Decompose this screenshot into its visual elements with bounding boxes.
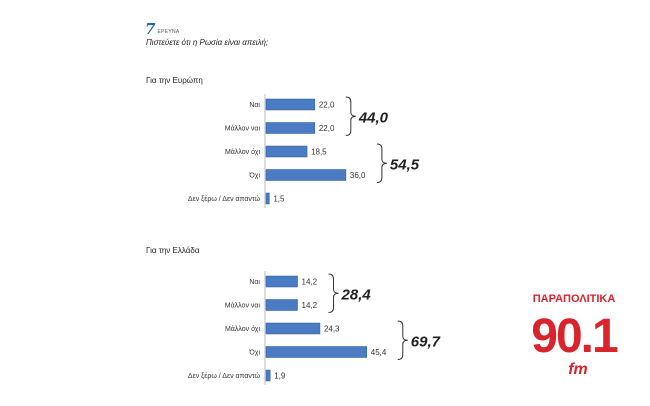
greece-bar <box>265 275 298 288</box>
greece-category-label: Ναι <box>249 279 260 286</box>
greece-group-total: 69,7 <box>411 333 441 350</box>
brand-logo: 7 ΕΡΕΥΝΑ <box>145 20 180 38</box>
seven-logo-icon: 7 <box>145 20 156 38</box>
europe-category-label: Μάλλον ναι <box>225 125 261 133</box>
greece-value-label: 24,3 <box>324 325 340 334</box>
greece-category-label: Δεν ξέρω / Δεν απαντώ <box>188 372 261 380</box>
europe-category-label: Ναι <box>249 102 260 109</box>
greece-chart: Ναι 14,2 Μάλλον ναι 14,2 Μάλλον όχι 24,3 Όχι 45… <box>188 271 441 385</box>
europe-value-label: 1,5 <box>273 195 285 204</box>
survey-question: Πιστεύετε ότι η Ρωσία είναι απειλή; <box>146 38 269 47</box>
greece-bar <box>265 322 321 335</box>
greece-category-label: Όχι <box>248 350 260 357</box>
logo-text: ΕΡΕΥΝΑ <box>157 29 180 35</box>
europe-value-label: 22,0 <box>319 101 335 110</box>
watermark-number: 90.1 <box>531 310 618 363</box>
europe-bar <box>265 98 316 111</box>
europe-bar <box>265 145 308 158</box>
greece-category-label: Μάλλον όχι <box>225 325 260 333</box>
europe-value-label: 22,0 <box>319 124 335 133</box>
europe-value-label: 18,5 <box>311 148 327 157</box>
europe-category-label: Μάλλον όχι <box>225 148 260 156</box>
greece-group-brace <box>397 320 408 360</box>
greece-bar <box>265 299 298 311</box>
greece-value-label: 14,2 <box>302 301 318 310</box>
greece-section-title: Για την Ελλάδα <box>146 246 200 255</box>
watermark-suffix: fm <box>568 361 588 378</box>
europe-group-total: 44,0 <box>358 109 389 126</box>
europe-chart: Ναι 22,0 Μάλλον ναι 22,0 Μάλλον όχι 18,5 Όχι 36… <box>188 94 420 208</box>
europe-bar <box>265 169 347 181</box>
greece-category-label: Μάλλον ναι <box>225 302 261 310</box>
greece-group-brace <box>328 273 339 313</box>
europe-section-title: Για την Ευρώπη <box>146 76 203 85</box>
europe-value-label: 36,0 <box>350 171 366 180</box>
greece-bar <box>265 369 271 382</box>
radio-watermark: ΠΑΡΑΠΟΛΙΤΙΚΑ 90.1 fm <box>531 293 620 378</box>
europe-bar <box>265 192 270 205</box>
greece-bar <box>265 346 368 358</box>
europe-bar <box>265 122 316 134</box>
europe-category-label: Δεν ξέρω / Δεν απαντώ <box>188 195 261 203</box>
watermark-top-text: ΠΑΡΑΠΟΛΙΤΙΚΑ <box>533 293 616 305</box>
europe-group-total: 54,5 <box>390 156 420 173</box>
europe-group-brace <box>376 143 387 183</box>
greece-value-label: 45,4 <box>371 348 387 357</box>
greece-value-label: 1,9 <box>274 372 286 381</box>
greece-group-total: 28,4 <box>341 286 372 303</box>
europe-category-label: Όχι <box>248 173 260 180</box>
europe-group-brace <box>345 96 356 136</box>
greece-value-label: 14,2 <box>302 278 318 287</box>
